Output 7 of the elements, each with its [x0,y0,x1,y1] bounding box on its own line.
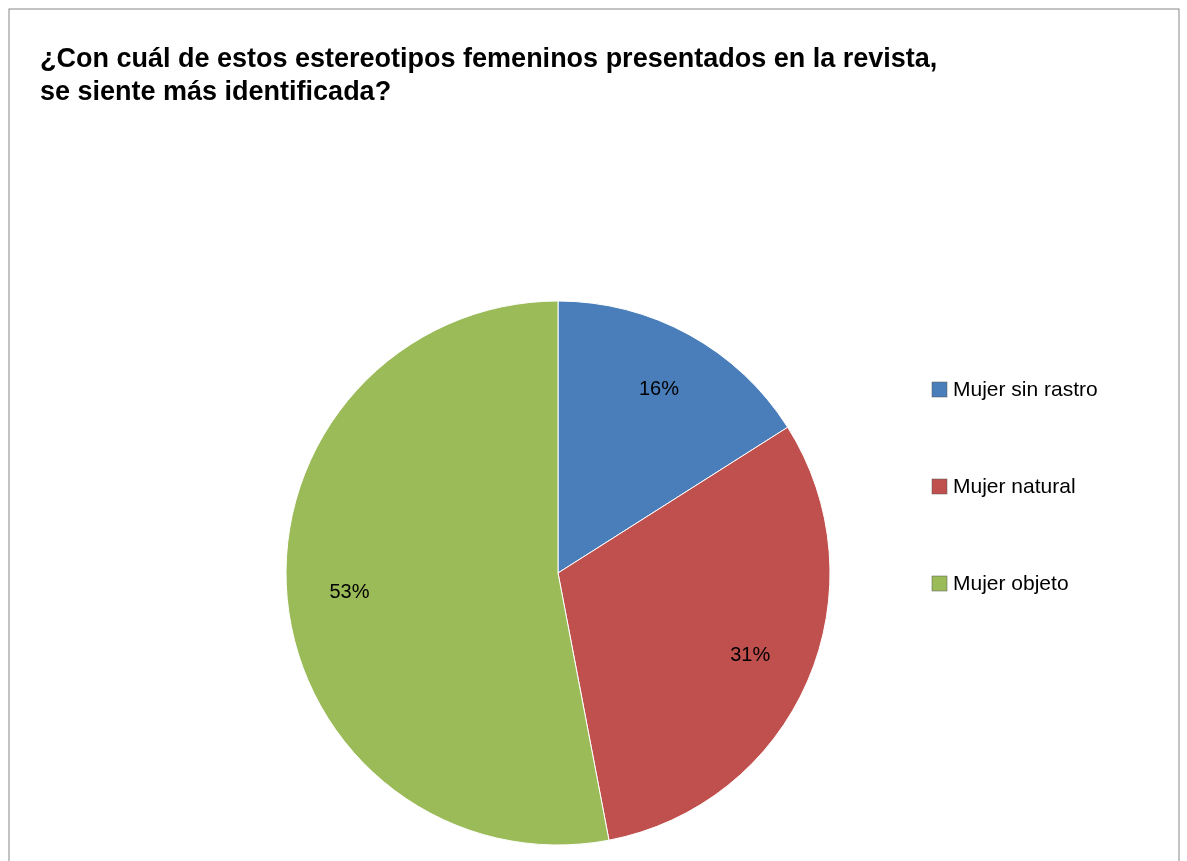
data-label: 53% [329,579,370,602]
legend-label: Mujer sin rastro [953,376,1098,400]
data-label: 16% [638,376,680,399]
chart-title: ¿Con cuál de estos estereotipos femeninos presentados en la revista, se siente más identificada? [40,43,938,106]
legend-label: Mujer objeto [953,570,1069,594]
data-label: 31% [730,643,771,666]
legend-label: Mujer natural [953,473,1076,497]
